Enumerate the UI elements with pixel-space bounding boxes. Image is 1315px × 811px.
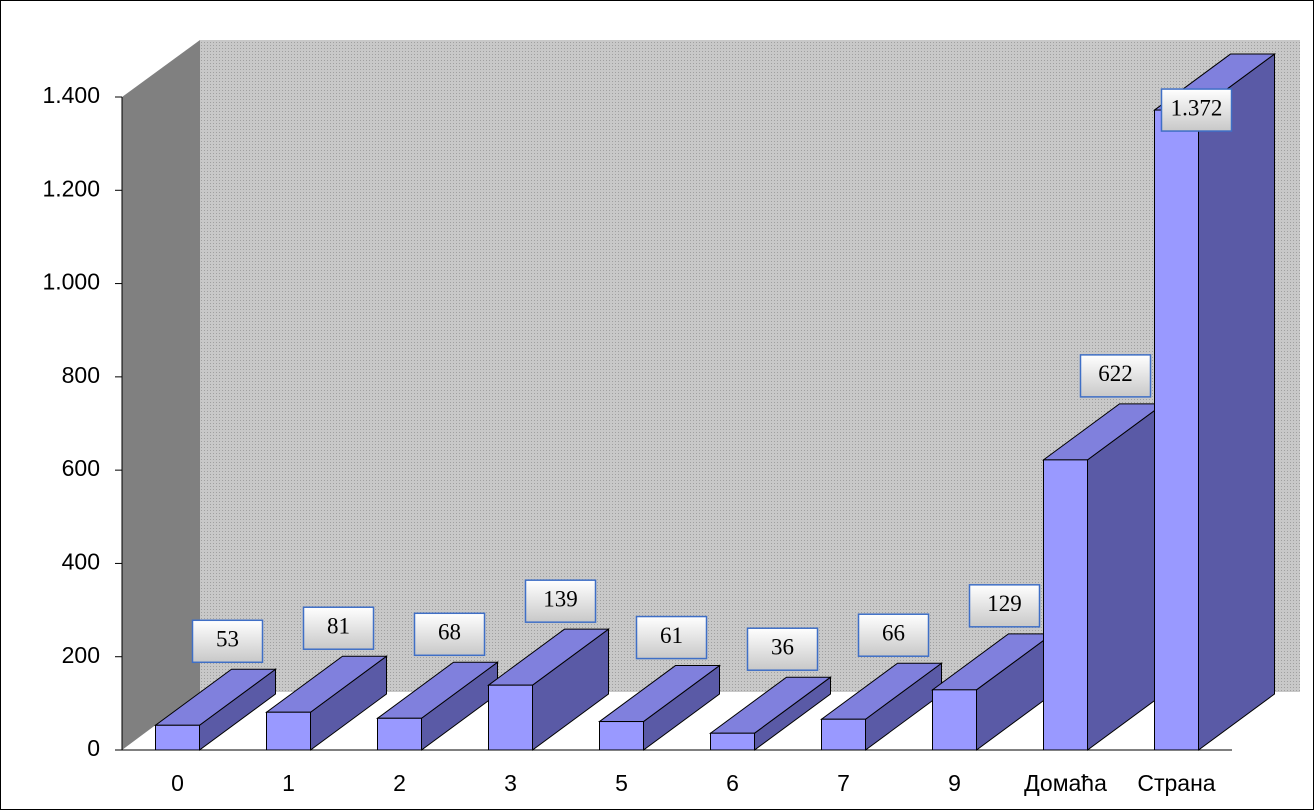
value-label-box xyxy=(635,615,708,660)
y-tick-label: 600 xyxy=(62,455,100,481)
x-tick-label: 1 xyxy=(282,770,295,796)
y-tick-label: 200 xyxy=(62,642,100,668)
value-label: 61 xyxy=(660,623,683,648)
bar xyxy=(153,668,278,751)
bar xyxy=(1041,402,1166,751)
y-tick-label: 1.400 xyxy=(42,82,100,108)
value-label-box xyxy=(857,613,930,657)
value-label: 66 xyxy=(882,620,905,645)
x-tick-label: Страна xyxy=(1137,770,1215,796)
bar xyxy=(930,632,1055,751)
x-tick-label: 7 xyxy=(837,770,850,796)
value-label: 53 xyxy=(216,627,239,652)
value-label: 81 xyxy=(327,614,350,639)
x-tick-label: 5 xyxy=(615,770,628,796)
bar xyxy=(819,662,944,751)
x-tick-label: 0 xyxy=(171,770,184,796)
bar-front xyxy=(710,732,755,751)
bar-front xyxy=(155,724,200,751)
y-tick-label: 1.000 xyxy=(42,269,100,295)
bar xyxy=(597,664,722,751)
bar-front xyxy=(377,717,422,751)
value-label-box xyxy=(1160,88,1233,132)
bar xyxy=(264,655,389,751)
x-tick-label: Домаћа xyxy=(1024,770,1107,796)
value-label-box xyxy=(302,606,375,650)
x-tick-label: 6 xyxy=(726,770,739,796)
value-label: 36 xyxy=(771,634,794,659)
bar xyxy=(486,628,611,751)
value-label: 622 xyxy=(1098,361,1133,386)
value-label: 68 xyxy=(438,620,461,645)
x-tick-label: 3 xyxy=(504,770,517,796)
bar-front xyxy=(1043,459,1088,751)
bar-front xyxy=(932,689,977,751)
value-label-box xyxy=(746,627,819,671)
y-tick-label: 1.200 xyxy=(42,175,100,201)
value-label-box xyxy=(1079,354,1152,398)
value-label-box xyxy=(968,584,1041,628)
x-tick-label: 2 xyxy=(393,770,406,796)
value-label: 1.372 xyxy=(1171,95,1223,120)
bar-front xyxy=(599,721,644,751)
y-tick-label: 0 xyxy=(87,735,100,761)
value-label-box xyxy=(413,612,486,657)
y-tick-label: 800 xyxy=(62,362,100,388)
bar-front xyxy=(266,711,311,751)
bar xyxy=(1152,53,1277,751)
bar-front xyxy=(1154,109,1199,751)
bar xyxy=(708,676,833,751)
value-label: 139 xyxy=(543,586,578,611)
bar xyxy=(375,661,500,751)
bar-front xyxy=(821,718,866,751)
bar-side xyxy=(1087,402,1164,751)
value-label-box xyxy=(524,579,597,623)
y-tick-label: 400 xyxy=(62,549,100,575)
bar-side xyxy=(1198,53,1275,751)
value-label: 129 xyxy=(987,591,1022,616)
back-wall xyxy=(200,40,1300,692)
x-tick-label: 9 xyxy=(948,770,961,796)
side-wall xyxy=(122,40,200,750)
bar-front xyxy=(488,684,533,751)
value-label-box xyxy=(191,619,264,664)
